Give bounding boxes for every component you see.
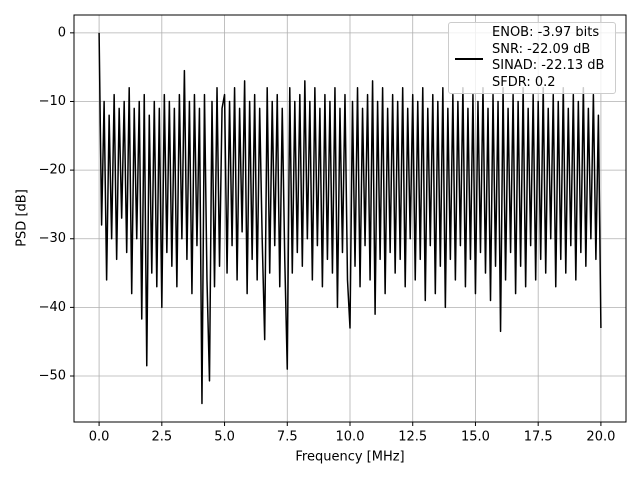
x-tick-label: 15.0 [461,430,490,445]
legend-line [455,58,483,60]
y-axis-label: PSD [dB] [15,189,30,247]
x-tick-label: 17.5 [524,430,553,445]
y-tick-label: −20 [39,163,66,178]
x-axis-label: Frequency [MHz] [295,450,404,465]
y-tick-label: −50 [39,369,66,384]
plot-area [98,32,602,405]
y-tick-label: −30 [39,231,66,246]
x-tick-label: 12.5 [398,430,427,445]
x-tick-label: 2.5 [151,430,172,445]
ticks: 0.0 2.5 5.0 7.5 10.0 12.5 15.0 17.5 20.0 0 −10 −20 −… [39,25,616,444]
x-tick-label: 10.0 [336,430,365,445]
legend: ENOB: -3.97 bits SNR: -22.09 dB SINAD: -… [448,22,616,94]
y-tick-label: −10 [39,94,66,109]
x-tick-label: 5.0 [214,430,235,445]
y-tick-label: −40 [39,300,66,315]
x-tick-label: 0.0 [89,430,110,445]
psd-line [98,32,602,405]
x-tick-label: 20.0 [586,430,615,445]
y-tick-label: 0 [58,25,66,40]
legend-label: ENOB: -3.97 bits SNR: -22.09 dB SINAD: -… [492,25,605,90]
x-tick-label: 7.5 [277,430,298,445]
